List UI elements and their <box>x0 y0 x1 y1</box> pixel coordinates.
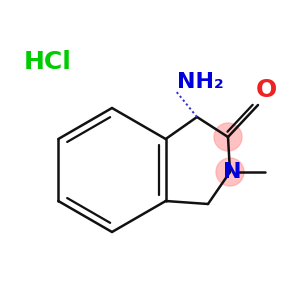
Text: NH₂: NH₂ <box>177 72 224 92</box>
Circle shape <box>216 158 244 186</box>
Text: N: N <box>223 162 241 182</box>
Circle shape <box>214 123 242 151</box>
Text: HCl: HCl <box>24 50 72 74</box>
Text: O: O <box>255 78 277 102</box>
